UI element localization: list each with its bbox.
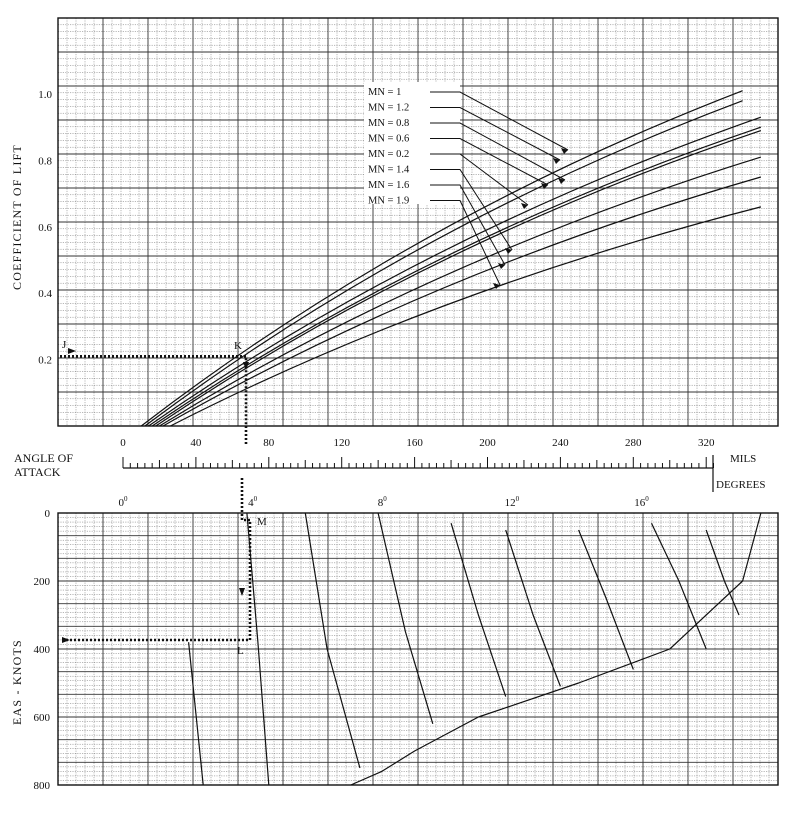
legend-entry: MN = 1.6 [368,180,409,191]
legend-arrowhead [561,148,568,154]
degrees-label: DEGREES [716,479,766,491]
lift-curve-series [159,156,762,427]
degree-tick-label: 00 [119,495,129,509]
eas-curve-series [578,529,634,670]
legend-leader-line [430,200,501,286]
mils-tick-label: 320 [698,437,715,449]
mils-tick-label: 80 [263,437,275,449]
bottom-grid [57,512,779,786]
guide-line-j-k [60,354,248,426]
degree-tick-label: 40 [248,495,258,509]
y-tick-label-lift: 0.8 [38,155,52,167]
legend-leader-line [430,184,506,266]
legend-leader-line [430,153,529,206]
eas-curve-series [505,529,561,687]
legend-entry: MN = 1.2 [368,103,409,114]
arrowhead-k-down [243,362,249,370]
legend-leader-line [430,122,566,181]
legend-arrowhead [505,248,512,254]
lift-curve-series [162,176,762,427]
mils-tick-label: 280 [625,437,642,449]
eas-curve-series [377,512,434,724]
legend-entry: MN = 1.4 [368,165,410,176]
guide-line-m-l [60,478,252,642]
lift-curves [140,90,762,427]
axis-labels: COEFFICIENT OF LIFT EAS - KNOTS 0.2 0.4 0.… [10,89,53,792]
legend-arrowhead [521,203,528,209]
y-tick-label-eas: 200 [34,576,51,588]
angle-of-attack-label: ATTACK [14,465,61,479]
mils-tick-label: 120 [333,437,350,449]
legend-box [364,82,460,204]
lift-curve-series [155,129,762,427]
legend-leader-line [430,169,513,251]
annotation-label-L: L [237,645,244,657]
lift-curve-series [148,116,762,427]
legend-arrowhead [498,263,505,269]
legend-leader-line [430,107,561,161]
mach-legend: MN = 1 MN = 1.2 MN = 0.8 MN = 0.6 MN = 0.2 MN… [364,82,569,289]
top-grid [57,17,779,427]
degree-symbol: 0 [383,495,387,503]
y-tick-label-lift: 0.6 [38,222,52,234]
y-tick-label-lift: 1.0 [38,89,52,101]
y-tick-label-eas: 400 [34,644,51,656]
degree-tick-label: 160 [634,495,649,509]
eas-curve-series [304,512,361,769]
legend-leader-line [430,138,549,186]
top-grid-frame [57,17,779,427]
mils-tick-label: 40 [190,437,202,449]
lift-curve-series [144,100,743,427]
guide-lines: J K M L [60,339,267,657]
mils-tick-label: 160 [406,437,423,449]
legend-entry: MN = 0.6 [368,134,409,145]
angle-of-attack-scale: 0 40 80 120 160 200 240 280 320MILSDEGREESANGLE … [14,437,766,509]
annotation-label-J: J [62,339,67,351]
y-axis-label-eas: EAS - KNOTS [10,639,24,725]
legend-entry: MN = 1 [368,87,401,98]
annotation-label-K: K [234,340,242,352]
degree-tick-label: 80 [378,495,388,509]
eas-curve-series [246,512,270,786]
mils-tick-label: 0 [120,437,126,449]
eas-curve-series [350,512,762,786]
y-tick-label-eas: 800 [34,780,51,792]
y-tick-label-eas: 0 [45,508,51,520]
legend-arrowhead [493,283,500,289]
arrowhead-j [68,348,76,354]
y-axis-label-lift: COEFFICIENT OF LIFT [10,144,24,290]
legend-leader-line [430,91,569,151]
bottom-grid-frame [57,512,779,786]
legend-entry: MN = 0.2 [368,149,409,160]
mils-tick-label: 200 [479,437,496,449]
mils-label: MILS [730,453,756,465]
eas-curve-series [188,642,204,786]
y-tick-label-lift: 0.2 [38,355,52,367]
legend-arrowhead [541,183,548,189]
mils-tick-label: 240 [552,437,569,449]
lift-curve-series [140,90,743,427]
annotation-label-M: M [257,516,267,528]
legend-arrowhead [553,158,560,164]
legend-entry: MN = 1.9 [368,196,409,207]
legend-entry: MN = 0.8 [368,118,409,129]
arrowhead-m-down [239,588,245,596]
eas-curve-series [705,529,740,616]
degree-symbol: 0 [516,495,520,503]
y-tick-label-lift: 0.4 [38,288,52,300]
lift-curve-series [170,206,762,427]
eas-curve-series [650,522,707,650]
degree-symbol: 0 [645,495,649,503]
arrowhead-l [62,637,70,643]
eas-curves [188,512,762,786]
legend-arrowhead [558,178,565,184]
angle-of-attack-label: ANGLE OF [14,451,73,465]
lift-curve-series [151,126,762,427]
degree-tick-label: 120 [505,495,520,509]
y-tick-label-eas: 600 [34,712,51,724]
degree-symbol: 0 [124,495,128,503]
degree-symbol: 0 [254,495,258,503]
eas-curve-series [450,523,507,697]
